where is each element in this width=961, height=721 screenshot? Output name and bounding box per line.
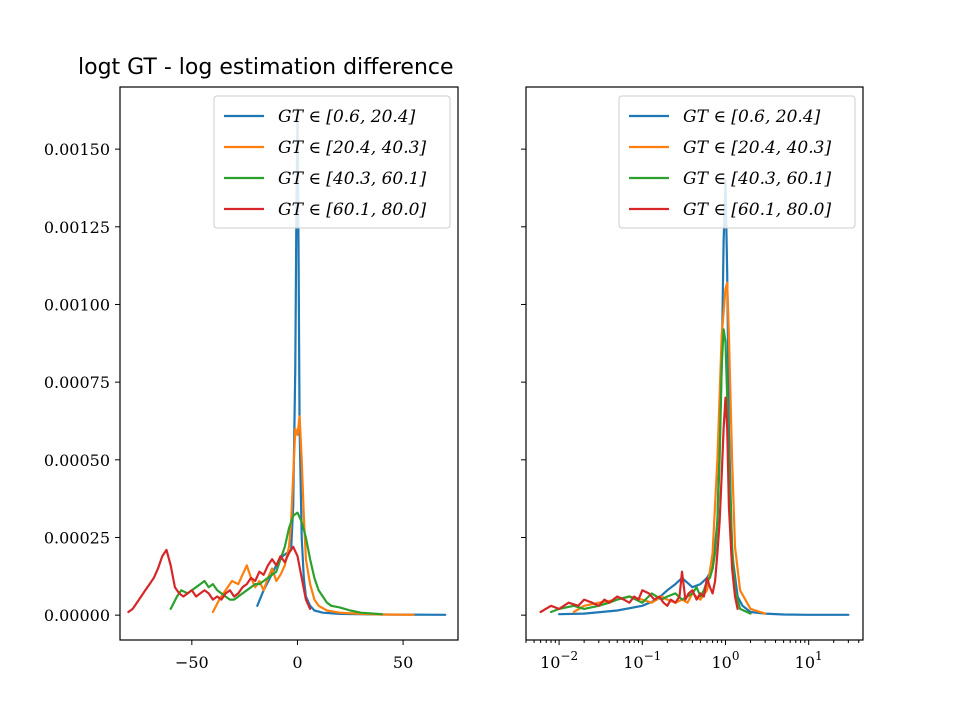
legend-entry-1: GT ∈ [0.6, 20.4] (278, 107, 416, 127)
y-tick-label: 0.00025 (44, 528, 110, 547)
right-legend: GT ∈ [0.6, 20.4] GT ∈ [20.4, 40.3] GT ∈ [4… (618, 95, 856, 229)
left-axes: −50 0 50 0.00000 0.00025 0.00050 0.00075 0.0010… (44, 86, 459, 672)
x-tick-label: 50 (393, 653, 413, 672)
legend-entry-4: GT ∈ [60.1, 80.0] (278, 200, 426, 220)
series-line-2 (211, 415, 415, 616)
y-tick-label: 0.00100 (44, 295, 110, 314)
series-line-1 (558, 179, 850, 616)
x-tick-label: 10−1 (623, 649, 661, 672)
chart-title: logt GT - log estimation difference (78, 55, 454, 80)
legend-frame (618, 95, 856, 229)
y-tick-label: 0.00000 (44, 606, 110, 625)
left-axes-ticks: −50 0 50 0.00000 0.00025 0.00050 0.00075 0.0010… (44, 140, 413, 672)
x-tick-label: 100 (711, 649, 739, 672)
legend-entry-2: GT ∈ [20.4, 40.3] (683, 138, 831, 158)
x-tick-label: 10−2 (540, 649, 578, 672)
left-legend: GT ∈ [0.6, 20.4] GT ∈ [20.4, 40.3] GT ∈ [4… (213, 95, 451, 229)
right-axes-lines (539, 179, 850, 616)
legend-entry-3: GT ∈ [40.3, 60.1] (683, 169, 831, 189)
x-tick-label: 101 (795, 649, 823, 672)
legend-frame (213, 95, 451, 229)
series-line-3 (169, 511, 383, 616)
y-tick-label: 0.00050 (44, 451, 110, 470)
legend-entry-3: GT ∈ [40.3, 60.1] (278, 169, 426, 189)
series-line-2 (572, 281, 767, 615)
legend-entry-1: GT ∈ [0.6, 20.4] (683, 107, 821, 127)
series-line-3 (549, 328, 752, 615)
x-tick-label: −50 (175, 653, 209, 672)
y-tick-label: 0.00125 (44, 218, 110, 237)
y-tick-label: 0.00150 (44, 140, 110, 159)
x-tick-label: 0 (292, 653, 302, 672)
right-axes-frame (525, 86, 864, 641)
legend-entry-2: GT ∈ [20.4, 40.3] (278, 138, 426, 158)
right-axes-ticks: 10−2 10−1 100 101 (521, 148, 860, 672)
series-line-4 (539, 396, 739, 614)
left-axes-frame (119, 86, 459, 641)
series-line-4 (127, 545, 312, 614)
legend-entry-4: GT ∈ [60.1, 80.0] (683, 200, 831, 220)
right-axes: 10−2 10−1 100 101 GT ∈ [0.6, 20.4] GT ∈ [20.… (521, 86, 864, 672)
y-tick-label: 0.00075 (44, 373, 110, 392)
